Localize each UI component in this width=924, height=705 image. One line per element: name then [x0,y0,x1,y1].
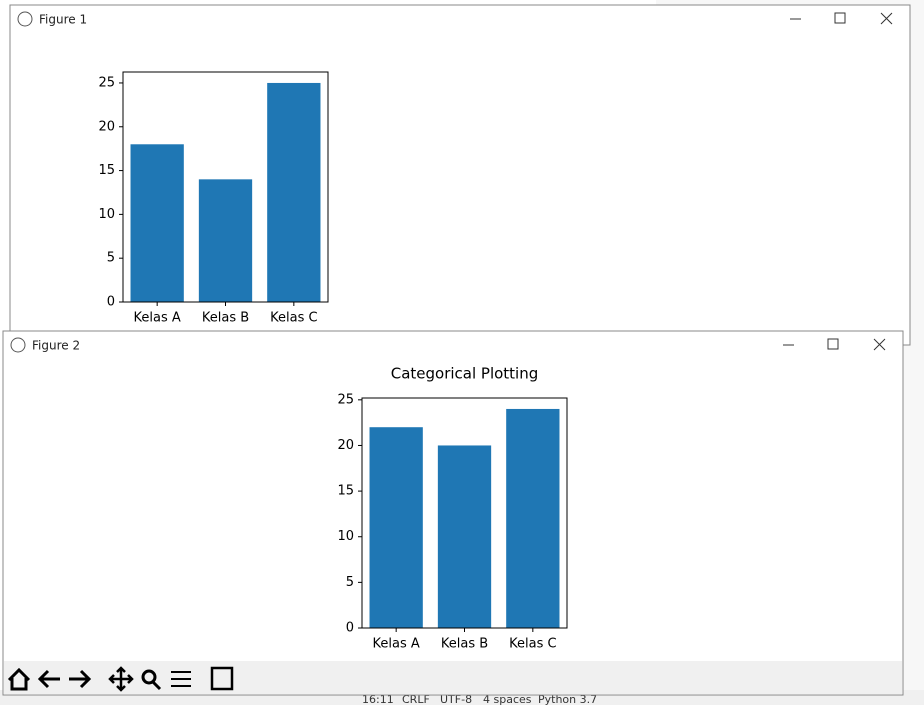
toolbar [4,661,902,694]
configure-button[interactable] [171,671,191,687]
status-item: UTF-8 [440,693,472,705]
status-items: 16:11 CRLF UTF-8 4 spaces Python 3.7 [362,693,597,705]
close-button[interactable] [880,12,893,25]
x-tick-label: Kelas A [134,311,181,326]
x-tick-label: Kelas B [441,637,488,652]
save-button[interactable] [210,666,234,691]
y-tick-label: 10 [337,529,354,544]
bar [267,82,321,302]
status-item: CRLF [402,693,430,705]
x-tick-label: Kelas C [270,311,317,326]
y-tick-label: 0 [107,295,115,310]
y-tick-label: 5 [107,251,115,266]
bar [130,144,184,302]
maximize-button[interactable] [827,338,839,350]
zoom-button[interactable] [141,669,157,685]
status-item: 16:11 [362,693,394,705]
y-tick-label: 15 [337,484,354,499]
back-button[interactable] [37,669,60,689]
zoom-handle [151,680,162,691]
y-tick-label: 0 [346,621,354,636]
x-tick-label: Kelas A [373,637,420,652]
pan-button[interactable] [108,666,134,692]
axes-frame [361,397,568,629]
figure-window: Figure 1 0 5 10 15 20 25 Kelas A Kelas B Kelas C [9,4,911,346]
close-button[interactable] [873,338,886,351]
y-tick-label: 25 [337,392,354,407]
x-tick-label: Kelas B [202,311,249,326]
window-icon [17,11,33,27]
maximize-button[interactable] [834,12,846,24]
x-tick-label: Kelas C [509,637,556,652]
home-button[interactable] [7,667,31,691]
bar [437,445,492,628]
status-item: 4 spaces [483,693,532,705]
y-tick-label: 20 [337,438,354,453]
status-item: Python 3.7 [538,693,597,705]
chart-title: Categorical Plotting [391,365,539,383]
y-tick-label: 20 [98,119,115,134]
y-tick-label: 5 [346,575,354,590]
axes-frame [122,71,329,303]
bar [198,179,253,302]
bar [506,408,560,628]
window-icon [10,337,26,353]
forward-button[interactable] [69,669,92,689]
y-tick-label: 15 [98,163,115,178]
figure-window: Figure 2 Categorical Plotting 0 5 10 15 20 25 K… [2,330,904,696]
window-title: Figure 1 [39,13,87,27]
bar [369,427,423,628]
window-title: Figure 2 [32,339,80,353]
y-tick-label: 10 [98,207,115,222]
y-tick-label: 25 [98,75,115,90]
